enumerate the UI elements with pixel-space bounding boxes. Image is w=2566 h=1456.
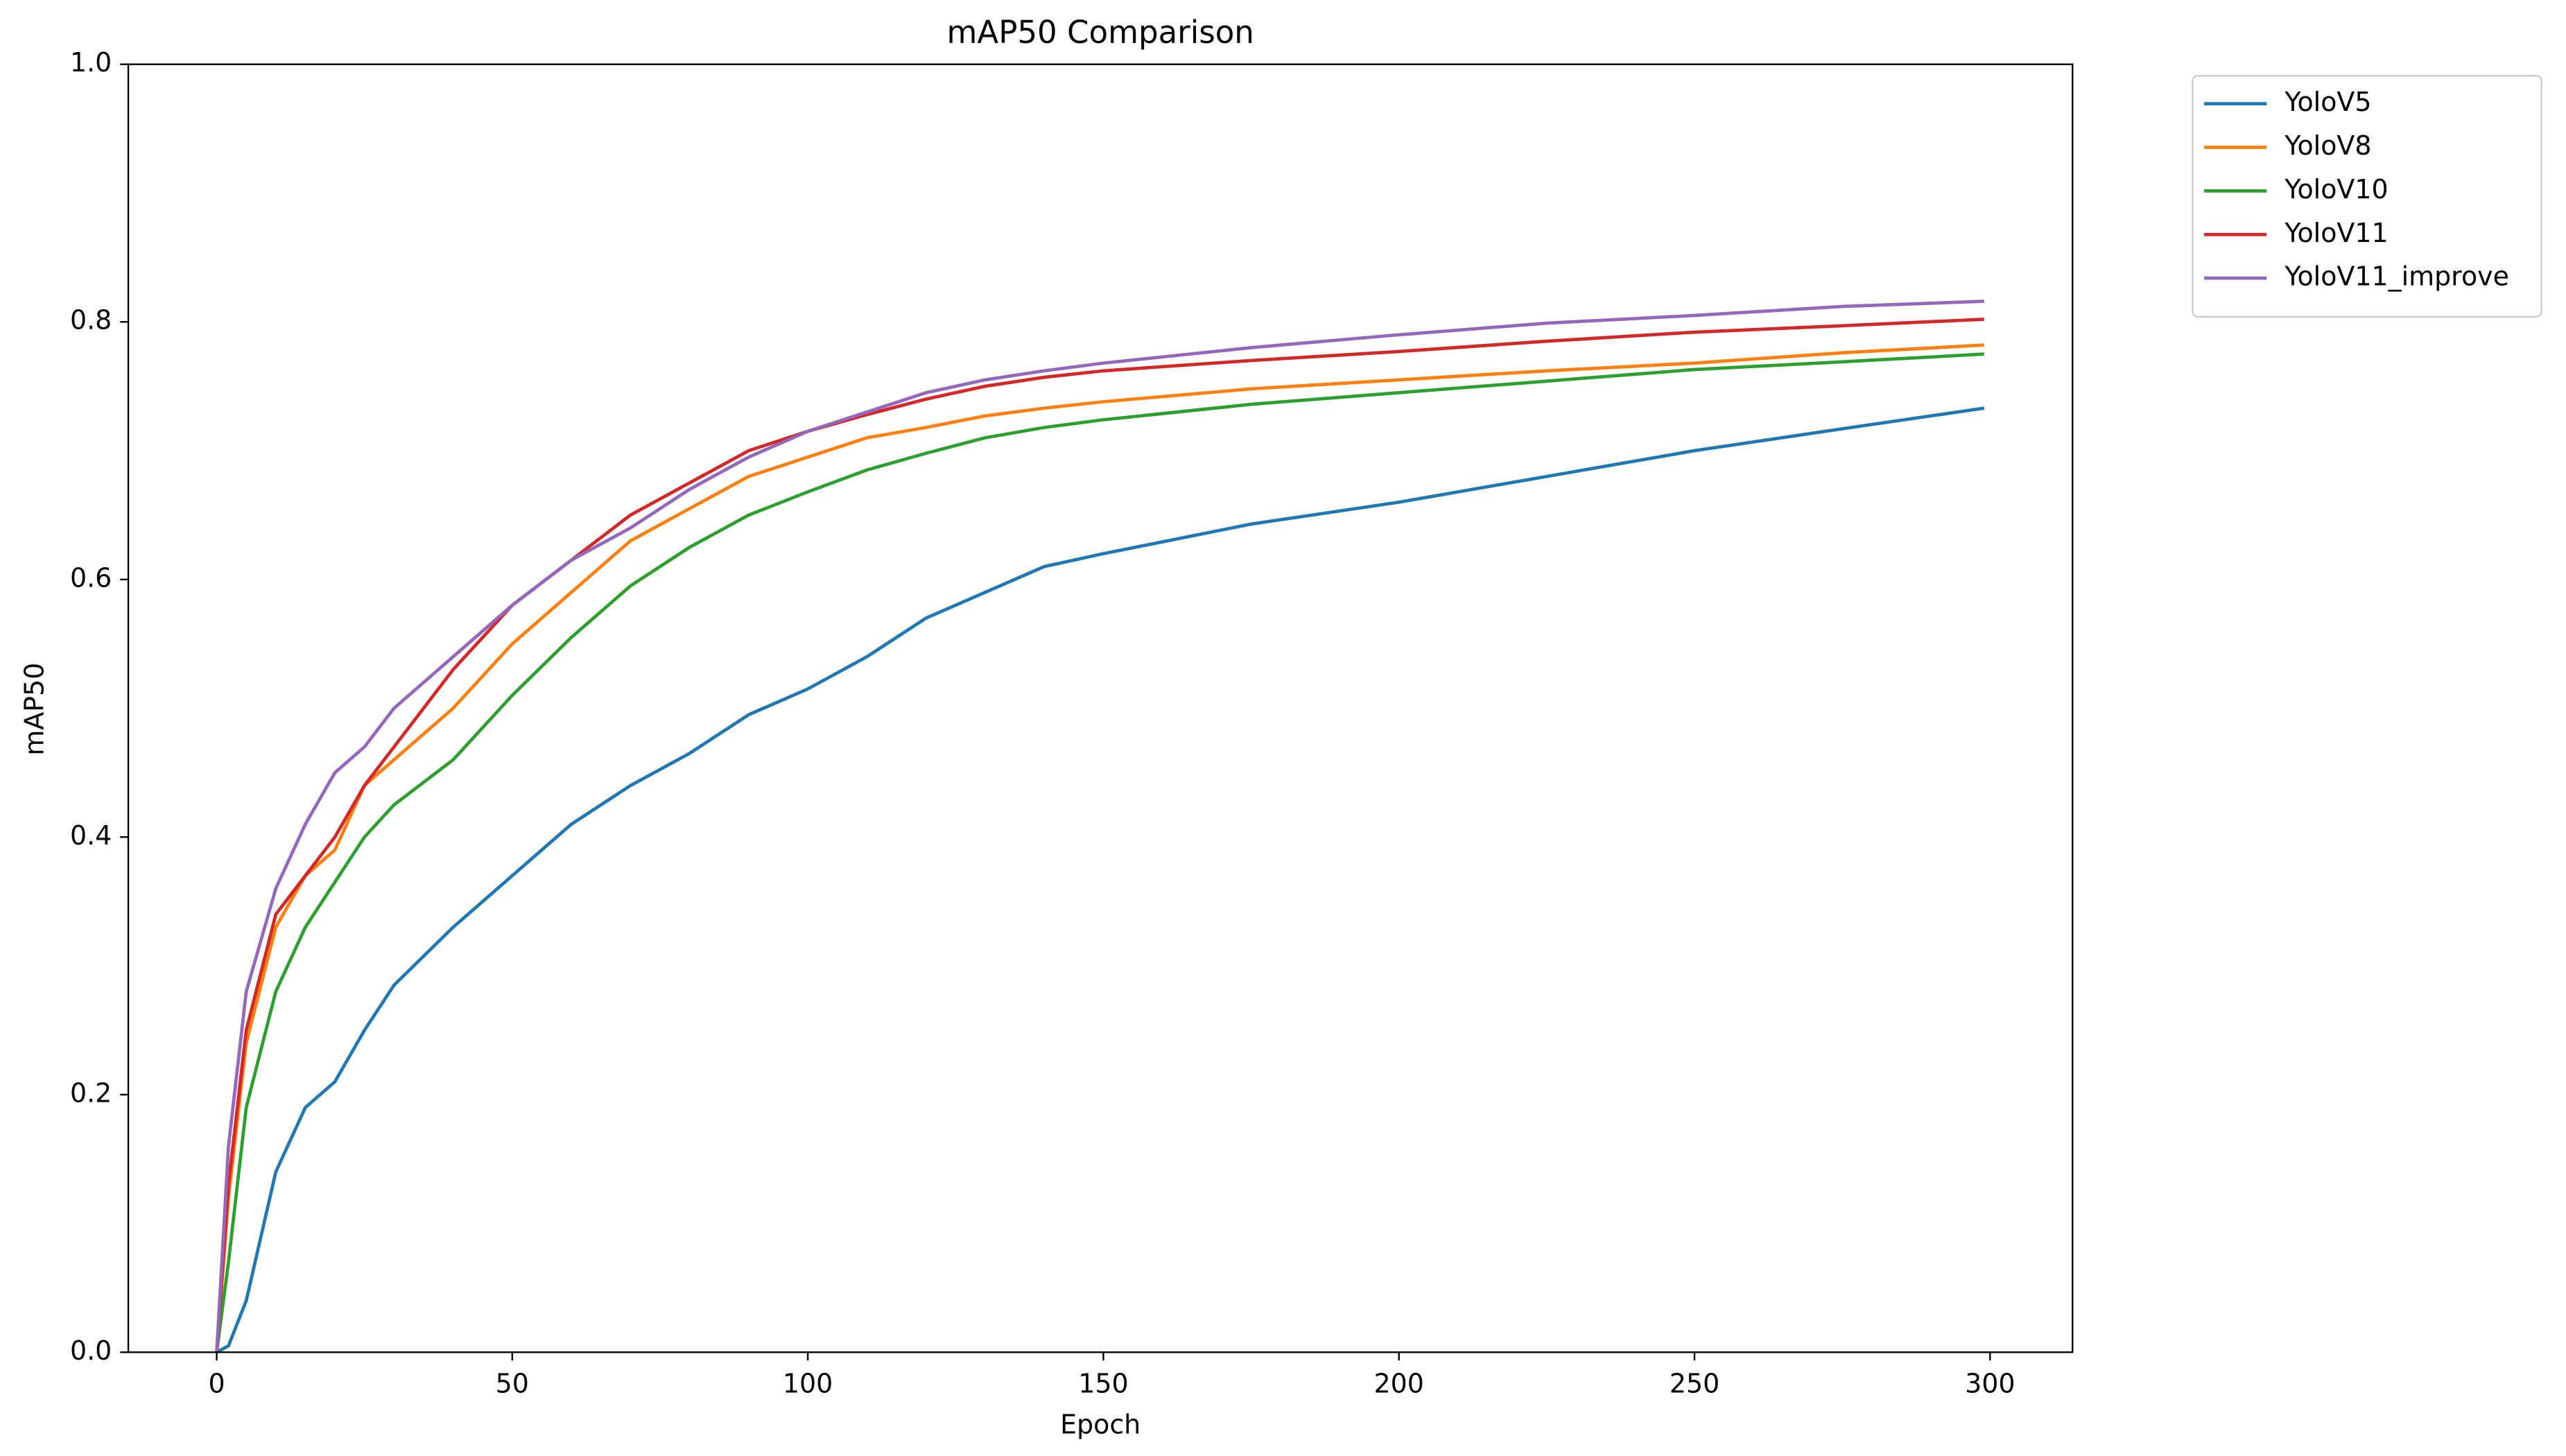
x-tick-label: 250	[1670, 1368, 1719, 1398]
series-line	[215, 352, 1984, 1353]
x-tick-label: 150	[1078, 1368, 1128, 1398]
legend-box	[2192, 75, 2542, 318]
plot-frame	[127, 63, 2074, 1353]
y-tick-label: 0.0	[70, 1335, 112, 1366]
x-axis-label: Epoch	[1060, 1410, 1141, 1440]
y-tick-label: 0.8	[70, 305, 112, 336]
legend-label: YoloV5	[2284, 87, 2371, 117]
legend-label: YoloV11_improve	[2284, 261, 2509, 292]
x-tick-label: 300	[1965, 1368, 2015, 1398]
series-line	[216, 406, 1985, 1354]
x-tick-label: 0	[208, 1368, 225, 1398]
y-tick-label: 0.4	[70, 820, 112, 851]
y-tick-label: 1.0	[70, 47, 112, 78]
y-tick-label: 0.2	[70, 1077, 112, 1108]
legend-label: YoloV11	[2284, 218, 2388, 248]
y-tick-label: 0.6	[70, 562, 112, 593]
y-axis-label: mAP50	[19, 663, 50, 756]
series-line	[215, 300, 1984, 1353]
x-tick-label: 50	[496, 1368, 529, 1398]
legend-label: YoloV8	[2284, 130, 2371, 161]
legend-label: YoloV10	[2284, 174, 2388, 205]
x-tick-label: 100	[783, 1368, 833, 1398]
series-line	[215, 318, 1984, 1353]
x-tick-label: 200	[1374, 1368, 1424, 1398]
chart-title: mAP50 Comparison	[946, 14, 1254, 51]
